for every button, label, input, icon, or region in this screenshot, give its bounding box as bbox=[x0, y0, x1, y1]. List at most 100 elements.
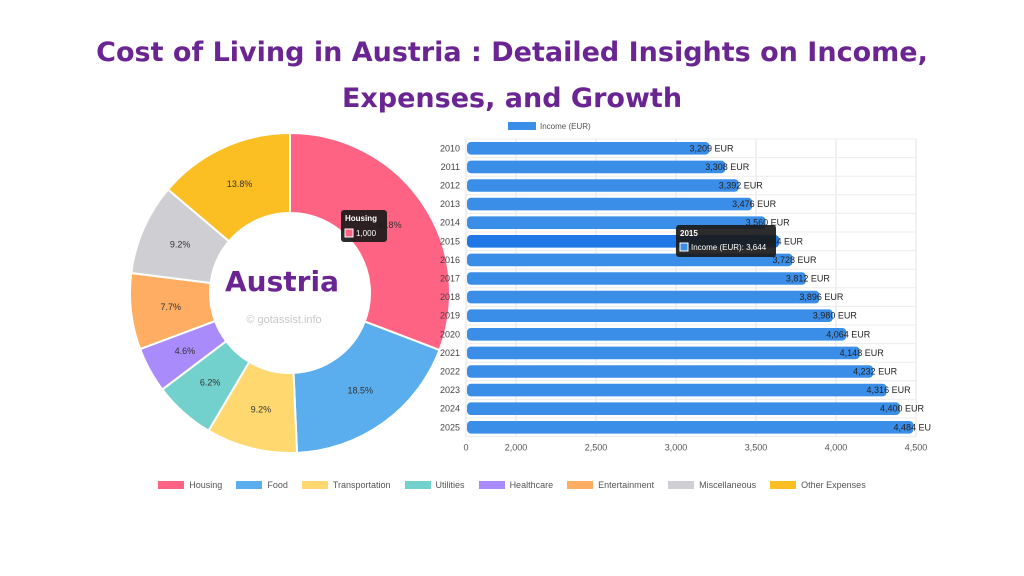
page-title: Cost of Living in Austria : Detailed Ins… bbox=[0, 30, 1024, 122]
x-tick-label: 2,500 bbox=[585, 443, 608, 453]
bar-2019[interactable] bbox=[467, 309, 833, 322]
bar-value-label: 4,232 EUR bbox=[853, 367, 898, 377]
legend-item-food[interactable]: Food bbox=[236, 480, 288, 490]
bar-value-label: 3,476 EUR bbox=[732, 199, 777, 209]
y-tick-label: 2012 bbox=[440, 181, 460, 191]
donut-label-other-expenses: 13.8% bbox=[227, 179, 253, 189]
bar-2010[interactable] bbox=[467, 142, 710, 155]
y-tick-label: 2014 bbox=[440, 218, 460, 228]
bar-value-label: 3,209 EUR bbox=[689, 143, 734, 153]
donut-slice-other-expenses[interactable] bbox=[166, 131, 291, 243]
donut-tooltip-value: 1,000 bbox=[356, 229, 377, 238]
legend-swatch bbox=[158, 481, 185, 489]
legend-label: Utilities bbox=[435, 480, 465, 490]
legend-swatch bbox=[301, 481, 328, 489]
y-tick-label: 2025 bbox=[440, 422, 460, 432]
legend-item-entertainment[interactable]: Entertainment bbox=[567, 480, 654, 490]
bar-2018[interactable] bbox=[467, 290, 820, 304]
donut-label-utilities: 6.2% bbox=[200, 378, 221, 388]
legend-swatch bbox=[567, 481, 594, 489]
bar-legend[interactable]: Income (EUR) bbox=[508, 122, 591, 131]
legend-item-other-expenses[interactable]: Other Expenses bbox=[770, 480, 866, 490]
bar-2023[interactable] bbox=[467, 383, 887, 397]
y-tick-label: 2017 bbox=[440, 274, 460, 284]
donut-center-label: Austria bbox=[225, 265, 339, 298]
x-tick-label: 2,000 bbox=[505, 443, 528, 453]
x-tick-label: 0 bbox=[463, 443, 468, 453]
legend-label: Food bbox=[267, 480, 288, 490]
title-line-1: Cost of Living in Austria : Detailed Ins… bbox=[96, 37, 928, 68]
donut-label-entertainment: 7.7% bbox=[161, 302, 182, 312]
legend-item-miscellaneous[interactable]: Miscellaneous bbox=[668, 480, 756, 490]
y-tick-label: 2018 bbox=[440, 292, 460, 302]
legend-swatch bbox=[770, 481, 797, 489]
bar-tooltip: 2015 Income (EUR): 3,644 bbox=[676, 225, 776, 257]
y-tick-label: 2023 bbox=[440, 385, 460, 395]
x-tick-label: 3,500 bbox=[745, 443, 768, 453]
bar-value-label: 4,484 EU bbox=[893, 422, 931, 432]
bar-2011[interactable] bbox=[467, 160, 726, 174]
bar-value-label: 3,644 EUR bbox=[759, 236, 804, 246]
legend-label: Miscellaneous bbox=[699, 480, 757, 490]
donut-label-transportation: 9.2% bbox=[251, 404, 272, 414]
watermark: © gotassist.info bbox=[246, 314, 321, 326]
bar-value-label: 3,392 EUR bbox=[719, 181, 764, 191]
bar-tooltip-text: Income (EUR): 3,644 bbox=[691, 243, 767, 252]
y-tick-label: 2013 bbox=[440, 199, 460, 209]
legend-swatch bbox=[236, 481, 263, 489]
bar-2021[interactable] bbox=[467, 346, 860, 360]
bar-value-label: 3,560 EUR bbox=[746, 218, 791, 228]
donut-tooltip-title: Housing bbox=[345, 214, 377, 223]
donut-slice-food[interactable] bbox=[292, 320, 441, 454]
bar-value-label: 4,064 EUR bbox=[826, 329, 871, 339]
bar-2022[interactable] bbox=[467, 365, 874, 378]
bar-value-label: 4,400 EUR bbox=[880, 404, 925, 414]
bar-2012[interactable] bbox=[467, 179, 739, 192]
bar-value-label: 4,148 EUR bbox=[840, 348, 885, 358]
y-tick-label: 2021 bbox=[440, 348, 460, 358]
donut-label-healthcare: 4.6% bbox=[175, 346, 196, 356]
x-tick-label: 3,000 bbox=[665, 443, 688, 453]
bar-value-label: 3,728 EUR bbox=[772, 255, 817, 265]
legend-swatch bbox=[404, 481, 431, 489]
y-tick-label: 2020 bbox=[440, 329, 460, 339]
donut-tooltip: Housing 1,000 bbox=[341, 210, 387, 242]
legend-item-utilities[interactable]: Utilities bbox=[404, 480, 465, 490]
y-tick-label: 2010 bbox=[440, 143, 460, 153]
y-tick-label: 2019 bbox=[440, 311, 460, 321]
expense-legend: Housing Food Transportation Utilities Health… bbox=[0, 480, 1024, 490]
bar-value-label: 3,308 EUR bbox=[705, 162, 750, 172]
bar-2024[interactable] bbox=[467, 402, 900, 415]
donut-label-housing: 30.8% bbox=[376, 220, 402, 230]
bar-value-label: 3,896 EUR bbox=[799, 292, 844, 302]
bar-value-label: 3,980 EUR bbox=[813, 311, 858, 321]
legend-item-transportation[interactable]: Transportation bbox=[301, 480, 391, 490]
bar-2013[interactable] bbox=[467, 197, 753, 211]
legend-label: Transportation bbox=[332, 480, 391, 490]
bar-value-label: 3,812 EUR bbox=[786, 274, 831, 284]
donut-label-food: 18.5% bbox=[347, 385, 373, 395]
y-tick-label: 2015 bbox=[440, 236, 460, 246]
legend-label: Housing bbox=[189, 480, 223, 490]
y-tick-label: 2011 bbox=[441, 162, 460, 172]
y-tick-label: 2016 bbox=[440, 255, 460, 265]
x-tick-label: 4,000 bbox=[825, 443, 848, 453]
legend-label: Entertainment bbox=[598, 480, 655, 490]
legend-item-healthcare[interactable]: Healthcare bbox=[478, 480, 554, 490]
legend-label: Other Expenses bbox=[801, 480, 866, 490]
legend-swatch bbox=[668, 481, 695, 489]
legend-label: Healthcare bbox=[509, 480, 554, 490]
legend-item-housing[interactable]: Housing bbox=[158, 480, 222, 490]
donut-label-miscellaneous: 9.2% bbox=[170, 240, 191, 250]
bar-2017[interactable] bbox=[467, 272, 806, 285]
bar-2020[interactable] bbox=[467, 328, 847, 341]
title-line-2: Expenses, and Growth bbox=[341, 83, 683, 114]
legend-swatch bbox=[478, 481, 505, 489]
bar-2025[interactable] bbox=[467, 421, 914, 434]
y-tick-label: 2022 bbox=[440, 367, 460, 377]
bar-value-label: 4,316 EUR bbox=[867, 385, 912, 395]
bar-tooltip-title: 2015 bbox=[680, 229, 698, 238]
bar-legend-label: Income (EUR) bbox=[540, 122, 591, 131]
